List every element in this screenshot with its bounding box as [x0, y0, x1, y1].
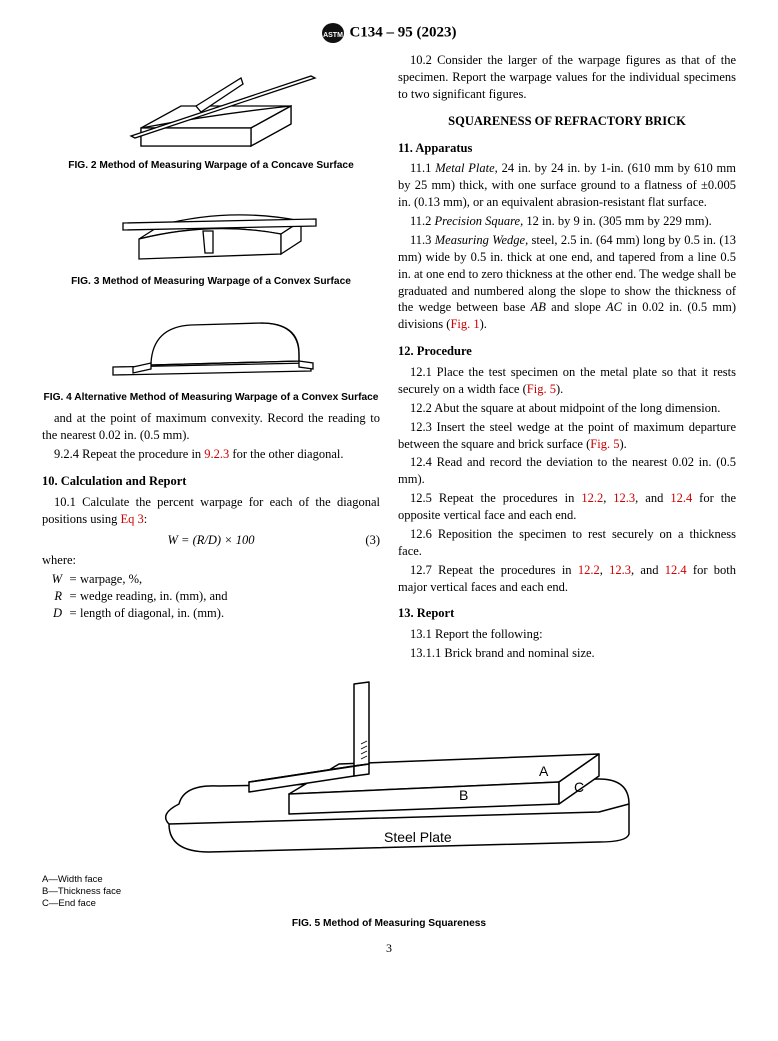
para-12.7-m1: , [600, 563, 609, 577]
where-W-symbol: W [42, 571, 66, 588]
para-9.2.3-cont: and at the point of maximum convexity. R… [42, 410, 380, 444]
designation: C134 – 95 (2023) [349, 24, 456, 40]
fig5-label-plate: Steel Plate [384, 829, 452, 845]
para-11.1: 11.1 Metal Plate, 24 in. by 24 in. by 1-… [398, 160, 736, 211]
figure-2: FIG. 2 Method of Measuring Warpage of a … [42, 58, 380, 173]
fig5-label-A: A [539, 763, 549, 779]
page-header: ASTM C134 – 95 (2023) [0, 0, 778, 44]
where-label: where: [42, 552, 380, 569]
equation-3-number: (3) [365, 532, 380, 549]
ref-fig5-a: Fig. 5 [527, 382, 556, 396]
where-D-eq: = [66, 605, 80, 622]
page: ASTM C134 – 95 (2023) [0, 0, 778, 1041]
columns: FIG. 2 Method of Measuring Warpage of a … [0, 44, 778, 664]
where-R-def: wedge reading, in. (mm), and [80, 588, 380, 605]
para-11.3: 11.3 Measuring Wedge, steel, 2.5 in. (64… [398, 232, 736, 333]
para-10.2: 10.2 Consider the larger of the warpage … [398, 52, 736, 103]
para-11.2: 11.2 Precision Square, 12 in. by 9 in. (… [398, 213, 736, 230]
figure-5-caption: FIG. 5 Method of Measuring Squareness [0, 918, 778, 931]
para-10.1: 10.1 Calculate the percent warpage for e… [42, 494, 380, 528]
fig5-label-C: C [574, 779, 584, 795]
ref-12.4-a: 12.4 [670, 491, 692, 505]
where-W-eq: = [66, 571, 80, 588]
para-9.2.4: 9.2.4 Repeat the procedure in 9.2.3 for … [42, 446, 380, 463]
heading-10: 10. Calculation and Report [42, 473, 380, 490]
heading-12: 12. Procedure [398, 343, 736, 360]
para-12.5-m2: , and [635, 491, 670, 505]
ref-12.3-b: 12.3 [609, 563, 631, 577]
para-9.2.4-a: 9.2.4 Repeat the procedure in [54, 447, 204, 461]
para-12.6: 12.6 Reposition the specimen to rest sec… [398, 526, 736, 560]
para-12.7-m2: , and [631, 563, 665, 577]
left-column: FIG. 2 Method of Measuring Warpage of a … [42, 52, 380, 664]
ref-fig1: Fig. 1 [450, 317, 479, 331]
heading-squareness: SQUARENESS OF REFRACTORY BRICK [398, 113, 736, 130]
para-12.5-a: 12.5 Repeat the procedures in [410, 491, 581, 505]
figure-3: FIG. 3 Method of Measuring Warpage of a … [42, 179, 380, 289]
ref-12.4-b: 12.4 [665, 563, 687, 577]
figure-4: FIG. 4 Alternative Method of Measuring W… [42, 295, 380, 405]
heading-13: 13. Report [398, 605, 736, 622]
svg-text:ASTM: ASTM [324, 32, 344, 39]
right-column: 10.2 Consider the larger of the warpage … [398, 52, 736, 664]
astm-logo: ASTM [321, 22, 345, 44]
figure-5-legend: A—Width face B—Thickness face C—End face [0, 874, 778, 910]
equation-3-expr: W = (R/D) × 100 [168, 532, 255, 549]
para-12.7-a: 12.7 Repeat the procedures in [410, 563, 578, 577]
ref-eq3: Eq 3 [121, 512, 144, 526]
legend-B: B—Thickness face [42, 886, 778, 898]
fig5-label-B: B [459, 787, 468, 803]
para-12.1: 12.1 Place the test specimen on the meta… [398, 364, 736, 398]
ref-9.2.3: 9.2.3 [204, 447, 229, 461]
para-12.1-a: 12.1 Place the test specimen on the meta… [398, 365, 736, 396]
para-12.5: 12.5 Repeat the procedures in 12.2, 12.3… [398, 490, 736, 524]
figure-4-caption: FIG. 4 Alternative Method of Measuring W… [42, 392, 380, 405]
ref-12.2-b: 12.2 [578, 563, 600, 577]
para-13.1: 13.1 Report the following: [398, 626, 736, 643]
where-D: D = length of diagonal, in. (mm). [42, 605, 380, 622]
ref-12.2-a: 12.2 [581, 491, 603, 505]
figure-3-caption: FIG. 3 Method of Measuring Warpage of a … [42, 276, 380, 289]
page-number: 3 [0, 940, 778, 956]
equation-3: W = (R/D) × 100 (3) [42, 532, 380, 549]
legend-A: A—Width face [42, 874, 778, 886]
para-12.2: 12.2 Abut the square at about midpoint o… [398, 400, 736, 417]
where-list: W = warpage, %, R = wedge reading, in. (… [42, 571, 380, 622]
para-12.1-b: ). [556, 382, 563, 396]
where-R-symbol: R [42, 588, 66, 605]
para-12.3-b: ). [619, 437, 626, 451]
para-9.2.4-b: for the other diagonal. [229, 447, 343, 461]
ref-fig5-b: Fig. 5 [590, 437, 619, 451]
para-12.7: 12.7 Repeat the procedures in 12.2, 12.3… [398, 562, 736, 596]
para-10.1-a: 10.1 Calculate the percent warpage for e… [42, 495, 380, 526]
where-R-eq: = [66, 588, 80, 605]
where-D-def: length of diagonal, in. (mm). [80, 605, 380, 622]
para-12.5-m1: , [603, 491, 613, 505]
legend-C: C—End face [42, 898, 778, 910]
where-W-def: warpage, %, [80, 571, 380, 588]
para-13.1.1: 13.1.1 Brick brand and nominal size. [398, 645, 736, 662]
where-D-symbol: D [42, 605, 66, 622]
para-12.3-a: 12.3 Insert the steel wedge at the point… [398, 420, 736, 451]
figure-2-caption: FIG. 2 Method of Measuring Warpage of a … [42, 160, 380, 173]
heading-11: 11. Apparatus [398, 140, 736, 157]
para-10.1-b: : [144, 512, 147, 526]
para-12.3: 12.3 Insert the steel wedge at the point… [398, 419, 736, 453]
where-W: W = warpage, %, [42, 571, 380, 588]
para-12.4: 12.4 Read and record the deviation to th… [398, 454, 736, 488]
ref-12.3-a: 12.3 [613, 491, 635, 505]
where-R: R = wedge reading, in. (mm), and [42, 588, 380, 605]
figure-5: A B C Steel Plate [0, 664, 778, 874]
